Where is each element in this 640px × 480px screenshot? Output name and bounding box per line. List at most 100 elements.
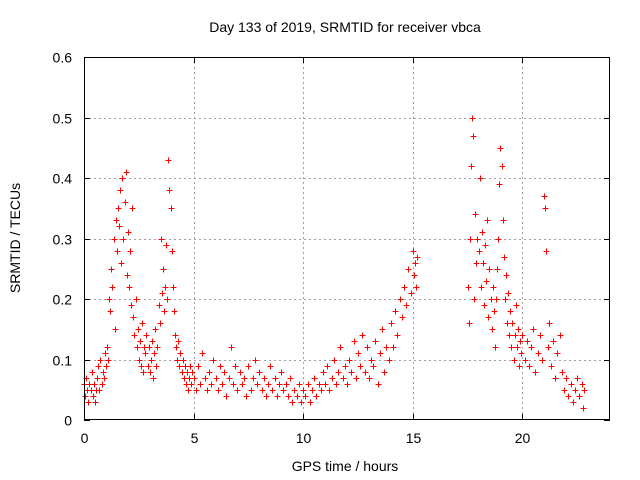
data-point [554, 350, 561, 357]
data-point [259, 387, 266, 394]
data-point [505, 290, 512, 297]
data-point [145, 363, 152, 370]
data-point [320, 369, 327, 376]
x-tick-label: 10 [296, 430, 312, 446]
data-point [518, 350, 525, 357]
data-point [490, 284, 497, 291]
data-point [499, 163, 506, 170]
data-point [128, 302, 135, 309]
data-point [474, 236, 481, 243]
data-point [412, 260, 419, 267]
data-point [465, 284, 472, 291]
data-point [410, 248, 417, 255]
data-point [357, 363, 364, 370]
data-point [146, 344, 153, 351]
data-point [517, 338, 524, 345]
data-point [130, 314, 137, 321]
data-point [223, 393, 230, 400]
data-point [127, 248, 134, 255]
data-point [137, 338, 144, 345]
data-point [386, 357, 393, 364]
data-point [177, 350, 184, 357]
data-point [579, 381, 586, 388]
data-point [125, 229, 132, 236]
data-point [503, 272, 510, 279]
data-point [193, 387, 200, 394]
data-point [576, 393, 583, 400]
data-point [509, 320, 516, 327]
data-point [197, 381, 204, 388]
data-point [348, 369, 355, 376]
data-point [133, 296, 140, 303]
data-point [469, 115, 476, 122]
data-point [157, 320, 164, 327]
data-point [563, 375, 570, 382]
data-point [316, 381, 323, 388]
data-point [120, 236, 127, 243]
data-point [580, 405, 587, 412]
data-point [206, 369, 213, 376]
data-point [243, 393, 250, 400]
data-point [337, 344, 344, 351]
data-point [241, 375, 248, 382]
data-point [366, 375, 373, 382]
data-point [113, 217, 120, 224]
data-point [570, 399, 577, 406]
data-point [129, 205, 136, 212]
data-point [485, 314, 492, 321]
data-point [152, 326, 159, 333]
y-tick-label: 0.1 [53, 353, 73, 369]
data-point [187, 363, 194, 370]
data-point [370, 363, 377, 370]
data-point [552, 375, 559, 382]
chart-title: Day 133 of 2019, SRMTID for receiver vbc… [209, 19, 481, 35]
data-point [151, 350, 158, 357]
data-point [392, 308, 399, 315]
data-point [161, 308, 168, 315]
data-point [89, 369, 96, 376]
data-point [164, 296, 171, 303]
data-point [123, 169, 130, 176]
data-point [173, 344, 180, 351]
y-tick-label: 0.5 [53, 111, 73, 127]
x-tick-label: 20 [515, 430, 531, 446]
y-tick-label: 0 [64, 413, 72, 429]
data-point [496, 181, 503, 188]
data-point [139, 320, 146, 327]
plot-frame [84, 57, 610, 420]
data-point [171, 308, 178, 315]
data-point [99, 381, 106, 388]
data-point [150, 375, 157, 382]
data-point [175, 338, 182, 345]
data-point [111, 236, 118, 243]
data-point [269, 387, 276, 394]
data-point [545, 344, 552, 351]
data-point [148, 357, 155, 364]
data-point [484, 217, 491, 224]
y-tick-label: 0.3 [53, 232, 73, 248]
data-point [158, 236, 165, 243]
y-tick-label: 0.4 [53, 171, 73, 187]
data-point [265, 381, 272, 388]
data-point [526, 363, 533, 370]
data-point [170, 284, 177, 291]
data-point [524, 338, 531, 345]
data-point [355, 350, 362, 357]
data-point [291, 387, 298, 394]
data-point [543, 248, 550, 255]
data-point [346, 357, 353, 364]
data-point [548, 363, 555, 370]
data-point [226, 375, 233, 382]
data-point [272, 375, 279, 382]
data-point [300, 387, 307, 394]
data-point [219, 381, 226, 388]
data-point [92, 399, 99, 406]
data-point [307, 399, 314, 406]
data-point [289, 399, 296, 406]
data-point [335, 369, 342, 376]
data-point [126, 284, 133, 291]
data-point [581, 387, 588, 394]
data-point [381, 369, 388, 376]
data-point [375, 381, 382, 388]
